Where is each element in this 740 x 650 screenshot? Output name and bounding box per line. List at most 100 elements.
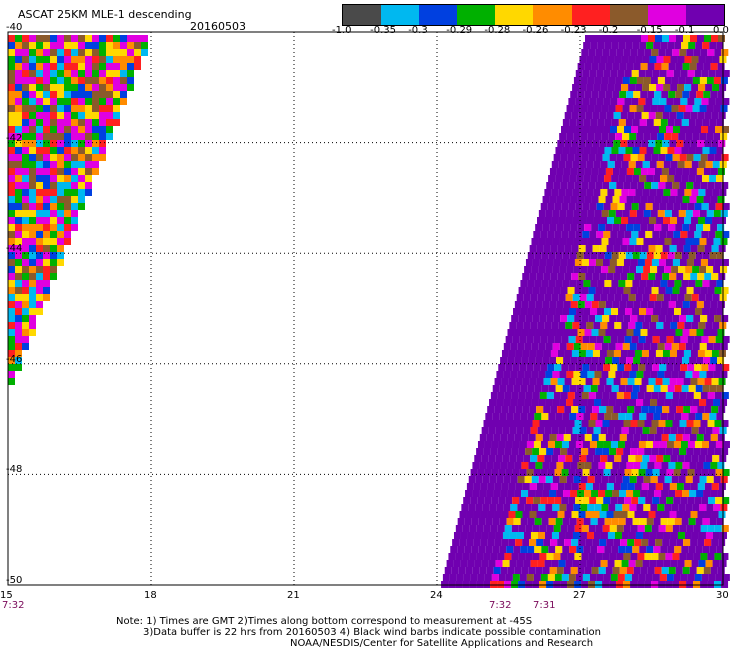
swath-cell [621,427,629,434]
swath-cell [548,252,556,259]
swath-cell [644,287,652,294]
swath-cell [36,203,43,210]
swath-cell [636,105,644,112]
swath-cell [585,273,593,280]
swath-cell [603,98,611,105]
swath-cell [706,399,714,406]
swath-cell [57,77,64,84]
swath-cell [545,504,553,511]
swath-cell [71,210,78,217]
swath-cell [43,147,50,154]
swath-cell [57,154,64,161]
swath-cell [665,553,673,560]
swath-cell [654,224,662,231]
swath-cell [647,224,655,231]
swath-cell [684,217,692,224]
swath-cell [716,280,724,287]
swath-cell [594,371,602,378]
swath-cell [720,210,728,217]
swath-cell [656,560,664,567]
swath-cell [607,560,615,567]
swath-cell [544,294,552,301]
swath-cell [556,434,564,441]
swath-cell [642,84,650,91]
swath-cell [654,462,662,469]
swath-cell [693,525,701,532]
swath-cell [502,455,510,462]
swath-cell [642,322,650,329]
swath-cell [655,350,663,357]
swath-cell [501,539,509,546]
swath-cell [85,182,92,189]
swath-cell [586,560,594,567]
swath-cell [534,518,542,525]
swath-cell [623,525,631,532]
swath-cell [36,77,43,84]
swath-cell [537,294,545,301]
swath-cell [660,175,668,182]
swath-cell [473,483,481,490]
swath-cell [638,98,646,105]
swath-cell [630,553,638,560]
swath-cell [663,189,671,196]
swath-cell [612,91,620,98]
swath-cell [514,462,522,469]
swath-cell [675,301,683,308]
swath-cell [615,77,623,84]
swath-cell [446,560,454,567]
swath-cell [569,119,577,126]
swath-cell [15,266,22,273]
latitude-tick-label: -42 [6,132,23,144]
swath-cell [541,252,549,259]
swath-cell [15,182,22,189]
swath-cell [579,294,587,301]
swath-cell [633,329,641,336]
swath-cell [36,112,43,119]
swath-cell [36,154,43,161]
swath-cell [624,336,632,343]
swath-cell [721,525,729,532]
swath-cell [525,259,533,266]
swath-cell [640,329,648,336]
swath-cell [717,196,725,203]
swath-cell [78,182,85,189]
swath-cell [547,336,555,343]
swath-cell [57,161,64,168]
swath-cell [113,35,120,42]
swath-cell [711,245,719,252]
swath-cell [36,217,43,224]
swath-cell [642,56,650,63]
swath-cell [646,518,654,525]
swath-cell [502,427,510,434]
swath-cell [539,525,547,532]
swath-cell [535,357,543,364]
swath-cell [113,105,120,112]
swath-cell [678,133,686,140]
swath-cell [555,546,563,553]
swath-cell [64,210,71,217]
swath-cell [99,105,106,112]
swath-cell [532,448,540,455]
swath-cell [666,441,674,448]
swath-cell [510,371,518,378]
swath-cell [637,49,645,56]
swath-cell [646,280,654,287]
swath-cell [582,98,590,105]
swath-cell [687,336,695,343]
swath-cell [636,343,644,350]
swath-cell [625,518,633,525]
swath-cell [561,336,569,343]
swath-cell [655,483,663,490]
swath-cell [675,329,683,336]
swath-cell [43,273,50,280]
swath-cell [29,252,36,259]
swath-cell [711,350,719,357]
swath-cell [106,49,113,56]
swath-cell [721,287,729,294]
swath-cell [671,343,679,350]
swath-cell [85,189,92,196]
swath-cell [71,140,78,147]
swath-cell [702,119,710,126]
swath-cell [29,98,36,105]
swath-cell [540,203,548,210]
